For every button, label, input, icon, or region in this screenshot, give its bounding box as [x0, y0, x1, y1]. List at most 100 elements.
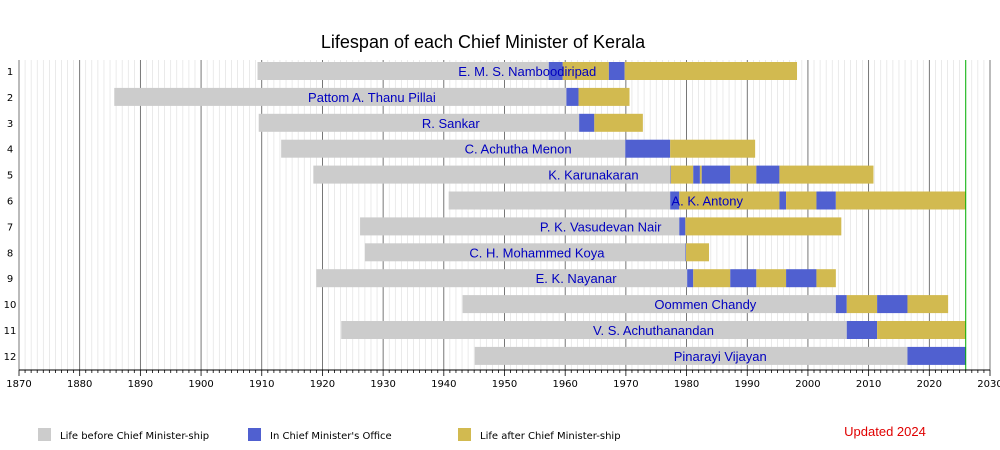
- x-tick-label: 2010: [856, 379, 881, 390]
- cm-row: 7 P. K. Vasudevan Nair: [7, 217, 842, 236]
- row-number: 11: [4, 326, 17, 337]
- x-tick-label: 1910: [249, 379, 274, 390]
- legend-label: Life before Chief Minister-ship: [60, 431, 209, 442]
- bar-segment-after: [693, 269, 731, 288]
- bar-segment-after: [670, 139, 756, 158]
- cm-name-label: Pattom A. Thanu Pillai: [308, 90, 436, 105]
- bar-segment-office: [779, 191, 787, 210]
- bar-segment-before: [114, 87, 567, 106]
- bar-segment-office: [907, 346, 966, 365]
- bar-segment-before: [281, 139, 626, 158]
- grid-lines: [18, 60, 991, 370]
- bar-segment-after: [699, 165, 702, 184]
- cm-name-label: A. K. Antony: [671, 194, 743, 209]
- bar-segment-before: [364, 243, 686, 262]
- bar-segment-office: [679, 217, 686, 236]
- bar-segment-after: [877, 321, 966, 339]
- x-tick-label: 1890: [128, 379, 153, 390]
- bar-segment-after: [594, 113, 643, 132]
- legend-label: Life after Chief Minister-ship: [480, 431, 621, 442]
- x-tick-label: 1950: [492, 379, 517, 390]
- bar-segment-after: [730, 165, 757, 184]
- row-number: 10: [4, 300, 17, 311]
- row-number: 5: [7, 171, 13, 182]
- legend-item-office: In Chief Minister's Office: [248, 428, 392, 442]
- cm-name-label: E. K. Nayanar: [536, 271, 618, 286]
- bar-segment-after: [816, 269, 836, 288]
- row-number: 8: [7, 248, 13, 259]
- x-tick-label: 2030: [977, 379, 1000, 390]
- bar-segment-office: [816, 191, 836, 210]
- bar-segment-after: [679, 191, 780, 210]
- cm-name-label: C. Achutha Menon: [465, 142, 572, 157]
- cm-row: 4 C. Achutha Menon: [7, 139, 756, 158]
- bar-segment-office: [608, 62, 625, 80]
- bar-segment-office: [566, 87, 579, 106]
- row-number: 12: [4, 352, 17, 363]
- cm-row: 3 R. Sankar: [7, 113, 643, 132]
- x-tick-label: 1960: [552, 379, 577, 390]
- bar-segment-after: [685, 217, 842, 236]
- bar-segment-office: [687, 269, 694, 288]
- bar-segment-after: [578, 87, 630, 106]
- bar-segment-office: [685, 243, 686, 262]
- cm-row: 10 Oommen Chandy: [4, 295, 949, 314]
- bar-segment-office: [877, 295, 908, 314]
- x-tick-label: 1970: [613, 379, 638, 390]
- bar-segment-office: [730, 269, 757, 288]
- cm-row: 5 K. Karunakaran: [7, 165, 874, 184]
- row-number: 6: [7, 197, 13, 208]
- bar-segment-office: [846, 321, 878, 339]
- row-number: 7: [7, 222, 13, 233]
- row-number: 9: [7, 274, 13, 285]
- bar-segment-before: [316, 269, 688, 288]
- x-axis: 1870 1880 1890 1900 1910 1920 1930 1940 1950 1960…: [6, 369, 1000, 390]
- bar-segment-before: [448, 191, 671, 210]
- x-tick-label: 1870: [6, 379, 31, 390]
- bar-segment-office: [756, 165, 780, 184]
- cm-row: 9 E. K. Nayanar: [7, 269, 836, 288]
- legend-item-before: Life before Chief Minister-ship: [38, 428, 209, 442]
- bar-segment-office: [670, 165, 671, 184]
- bar-segment-after: [779, 165, 874, 184]
- bar-segment-office: [548, 62, 563, 80]
- bar-segment-office: [670, 191, 680, 210]
- bar-segment-after: [846, 295, 878, 314]
- row-number: 4: [7, 145, 13, 156]
- x-tick-label: 1980: [674, 379, 699, 390]
- x-tick-label: 2000: [795, 379, 820, 390]
- cm-row: 11 V. S. Achuthanandan: [4, 321, 966, 339]
- bar-segment-before: [360, 217, 680, 236]
- updated-note: Updated 2024: [844, 424, 926, 439]
- bar-segment-after: [562, 62, 609, 80]
- legend-swatch: [248, 428, 261, 441]
- bars-group: 1 E. M. S. Namboodiripad 2 Pattom A. Thanu …: [4, 60, 967, 370]
- cm-name-label: K. Karunakaran: [548, 168, 638, 183]
- bar-segment-office: [625, 139, 671, 158]
- legend: Life before Chief Minister-ship In Chief …: [38, 428, 621, 442]
- row-number: 3: [7, 119, 13, 130]
- bar-segment-before: [313, 165, 671, 184]
- x-tick-label: 1940: [431, 379, 456, 390]
- x-tick-label: 1920: [310, 379, 335, 390]
- cm-name-label: Oommen Chandy: [654, 297, 756, 312]
- cm-name-label: P. K. Vasudevan Nair: [540, 219, 662, 234]
- cm-row: 12 Pinarayi Vijayan: [4, 346, 966, 365]
- bar-segment-after: [670, 165, 694, 184]
- bar-segment-before: [258, 113, 580, 132]
- x-tick-label: 1880: [67, 379, 92, 390]
- legend-swatch: [458, 428, 471, 441]
- bar-segment-before: [341, 321, 847, 339]
- cm-row: 6 A. K. Antony: [7, 191, 966, 210]
- bar-segment-after: [907, 295, 949, 314]
- bar-segment-after: [685, 243, 710, 262]
- bar-segment-after: [624, 62, 798, 80]
- legend-item-after: Life after Chief Minister-ship: [458, 428, 621, 442]
- x-tick-label: 1990: [735, 379, 760, 390]
- bar-segment-before: [462, 295, 836, 314]
- cm-name-label: E. M. S. Namboodiripad: [458, 64, 596, 79]
- bar-segment-office: [786, 269, 817, 288]
- bar-segment-office: [835, 295, 847, 314]
- cm-name-label: V. S. Achuthanandan: [593, 323, 714, 338]
